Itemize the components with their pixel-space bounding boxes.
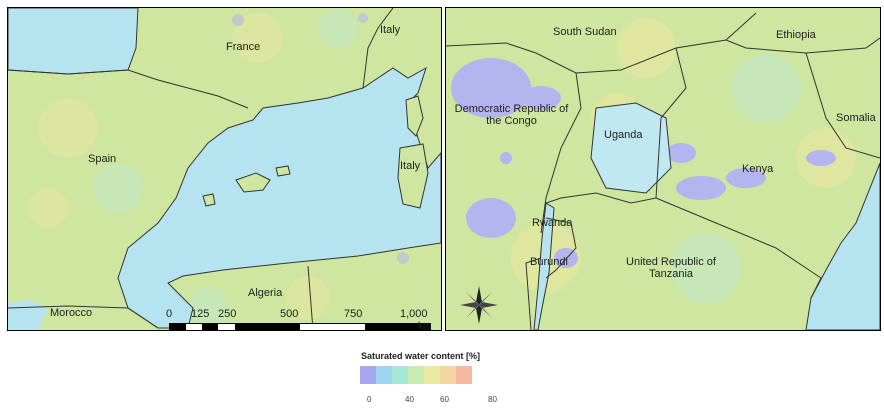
country-borders xyxy=(8,8,394,330)
mediterranean-map xyxy=(8,8,441,330)
sardinia-island xyxy=(397,143,429,209)
scale-tick-500: 500 xyxy=(280,308,299,320)
mallorca-island xyxy=(235,172,271,193)
wet-areas xyxy=(451,58,836,268)
scale-tick-250: 250 xyxy=(218,308,237,320)
scale-seg xyxy=(170,324,186,330)
legend-tick: 0 xyxy=(367,395,372,404)
legend-swatch xyxy=(392,366,408,384)
lake-victoria xyxy=(590,102,672,194)
scale-bar xyxy=(169,323,431,330)
map-panel-east-africa: South Sudan Ethiopia Democratic Republic… xyxy=(445,7,881,331)
country-borders xyxy=(446,12,880,330)
label-algeria: Algeria xyxy=(248,287,283,299)
scale-tick-0: 0 xyxy=(166,308,173,320)
label-italy-sardinia: Italy xyxy=(400,160,421,172)
legend-tick: 80 xyxy=(488,395,497,404)
land-texture xyxy=(28,8,409,328)
scale-tick-1000: 1,000 xyxy=(400,308,428,320)
label-spain: Spain xyxy=(88,153,117,165)
menorca-island xyxy=(275,165,291,177)
label-uganda: Uganda xyxy=(604,129,643,141)
label-burundi: Burundi xyxy=(530,256,568,268)
lake-tanganyika xyxy=(533,202,555,330)
label-drc: Democratic Republic of the Congo xyxy=(454,103,569,127)
legend-swatch xyxy=(360,366,376,384)
legend-swatch xyxy=(376,366,392,384)
legend-color-bar xyxy=(360,366,472,384)
label-morocco: Morocco xyxy=(50,307,93,319)
label-italy-north: Italy xyxy=(380,24,401,36)
legend-tick: 60 xyxy=(440,395,449,404)
label-rwanda: Rwanda xyxy=(532,217,573,229)
label-somalia: Somalia xyxy=(836,112,876,124)
corsica-island xyxy=(405,95,424,137)
label-kenya: Kenya xyxy=(742,163,774,175)
map-panel-mediterranean: France Italy Italy Spain Algeria Morocco… xyxy=(7,7,442,331)
east-africa-map xyxy=(446,8,880,330)
scale-unit: km xyxy=(418,321,432,331)
scale-tick-750: 750 xyxy=(344,308,363,320)
bay-of-biscay xyxy=(8,8,139,75)
legend-swatch xyxy=(424,366,440,384)
legend-title: Saturated water content [%] xyxy=(361,351,481,361)
scale-seg xyxy=(365,324,430,330)
ibiza-island xyxy=(202,193,216,207)
mediterranean-sea xyxy=(117,66,441,329)
legend-swatch xyxy=(440,366,456,384)
label-france: France xyxy=(226,41,261,53)
label-south-sudan: South Sudan xyxy=(553,26,617,38)
scale-seg xyxy=(235,324,300,330)
label-tanzania: United Republic of Tanzania xyxy=(626,256,716,280)
scale-seg xyxy=(202,324,218,330)
legend-swatch xyxy=(456,366,472,384)
legend-swatch xyxy=(408,366,424,384)
legend-tick: 40 xyxy=(405,395,414,404)
scale-tick-125: 125 xyxy=(191,308,210,320)
compass-rose-icon xyxy=(460,286,498,324)
label-ethiopia: Ethiopia xyxy=(776,29,816,41)
